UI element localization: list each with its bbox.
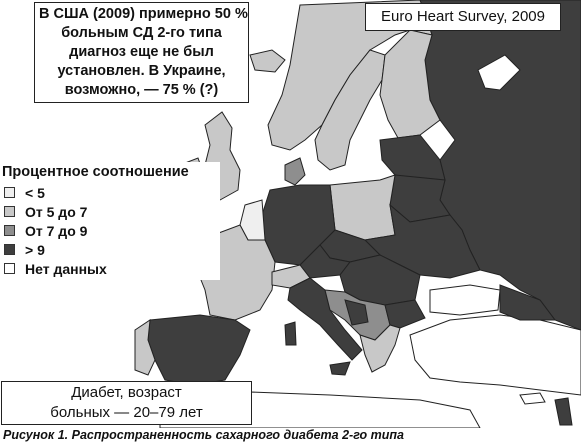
survey-label: Euro Heart Survey, 2009 [365,3,561,31]
legend-swatch [4,244,15,255]
note-line: В США (2009) примерно 50 % [39,6,248,22]
region-greece [359,324,401,373]
region-caucasus [499,284,556,321]
note-line: больным СД 2-го типа [61,25,222,41]
legend-item: От 5 до 7 [0,202,220,221]
legend-label: < 5 [25,184,45,201]
legend-item: От 7 до 9 [0,221,220,240]
region-finland [379,29,441,139]
age-note-line: Диабет, возраст [71,384,182,401]
legend-swatch [4,206,15,217]
region-turkey [409,314,581,396]
europe-map [134,0,581,428]
legend-label: > 9 [25,241,45,258]
region-bulgaria [384,299,426,329]
legend-item: < 5 [0,183,220,202]
note-line: возможно, — 75 % (?) [64,82,219,98]
age-range-note: Диабет, возраст больных — 20–79 лет [1,381,252,425]
usa-diagnosis-note: В США (2009) примерно 50 % больным СД 2-… [34,2,249,103]
region-black-sea [429,284,501,316]
legend-swatch [4,187,15,198]
figure-caption: Рисунок 1. Распространенность сахарного … [3,428,405,442]
map-legend: Процентное соотношение < 5 От 5 до 7 От … [0,162,220,280]
region-denmark [284,157,306,186]
legend-label: От 7 до 9 [25,222,88,239]
note-line: диагноз еще не был [69,44,214,60]
legend-item: > 9 [0,240,220,259]
legend-swatch [4,225,15,236]
age-note-line: больных — 20–79 лет [50,404,203,421]
region-portugal [134,318,156,376]
legend-title: Процентное соотношение [2,164,189,180]
region-iceland [249,49,286,73]
legend-label: Нет данных [25,260,107,277]
legend-label: От 5 до 7 [25,203,88,220]
region-sweden [314,49,386,171]
legend-swatch [4,263,15,274]
note-line: установлен. В Украине, [57,63,226,79]
region-poland [329,174,396,241]
region-italy [287,277,363,361]
legend-item: Нет данных [0,259,220,278]
